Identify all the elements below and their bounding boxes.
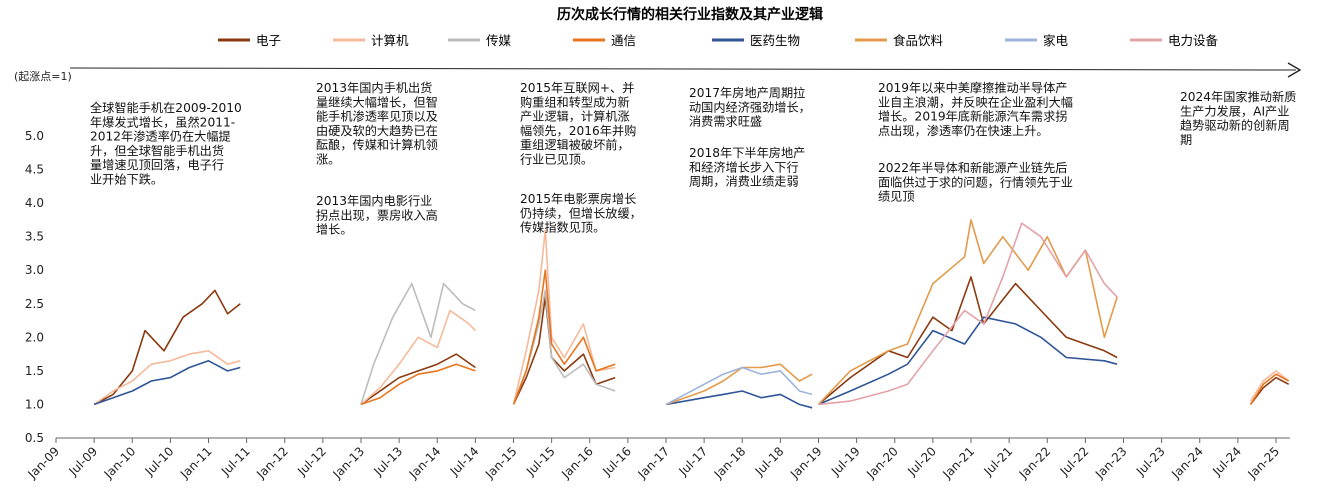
- x-tick-label: Jan-12: [253, 444, 291, 482]
- y-tick-label: 2.0: [25, 330, 44, 344]
- y-tick-label: 2.5: [25, 297, 44, 311]
- series-line: [93, 349, 241, 406]
- x-tick-label: Jan-16: [558, 444, 596, 482]
- y-tick-label: 0.5: [25, 431, 44, 445]
- series-line: [360, 309, 476, 406]
- legend-label: 传媒: [486, 33, 512, 48]
- x-tick-label: Jan-09: [25, 444, 63, 482]
- x-tick-label: Jul-18: [752, 444, 787, 479]
- legend-label: 家电: [1043, 33, 1069, 48]
- series-line: [512, 296, 616, 405]
- legend: 电子 计算机 传媒 通信 医药生物 食品饮料 家电 电力设备: [218, 33, 1219, 48]
- timeline-arrow: [69, 62, 1302, 78]
- x-tick-label: Jul-15: [523, 444, 558, 479]
- legend-label: 医药生物: [750, 33, 800, 48]
- annotation-2022: 2022年半导体和新能源产业链先后面临供过于求的问题，行情领先于业绩见顶: [878, 160, 1073, 204]
- annotation-2024: 2024年国家推动新质生产力发展，AI产业趋势驱动新的创新周期: [1180, 89, 1296, 147]
- annotations: 全球智能手机在2009-2010 年爆发式增长，虽然2011-2012年渗透率仍在…: [90, 80, 1296, 237]
- y-tick-label: 3.5: [25, 230, 44, 244]
- x-tick-label: Jul-21: [981, 444, 1016, 479]
- series-line: [818, 222, 1118, 406]
- x-tick-label: Jul-14: [447, 444, 482, 479]
- x-tick-label: Jan-22: [1016, 444, 1054, 482]
- series-line: [512, 269, 616, 405]
- series-line: [665, 390, 813, 409]
- legend-label: 食品饮料: [893, 33, 944, 48]
- x-tick-label: Jan-21: [940, 444, 978, 482]
- series-line: [360, 282, 476, 405]
- x-tick-label: Jan-24: [1168, 444, 1206, 482]
- annotation-2009: 全球智能手机在2009-2010 年爆发式增长，虽然2011-2012年渗透率仍在…: [90, 100, 242, 187]
- x-tick-label: Jul-09: [66, 444, 101, 479]
- series-line: [93, 359, 241, 406]
- x-tick-label: Jul-23: [1133, 444, 1168, 479]
- x-tick-label: Jul-22: [1057, 444, 1092, 479]
- x-tick-label: Jan-20: [863, 444, 901, 482]
- x-tick-label: Jan-14: [406, 444, 444, 482]
- x-tick-label: Jul-11: [218, 444, 253, 479]
- x-tick-label: Jul-20: [904, 444, 939, 479]
- annotation-2019: 2019年以来中美摩擦推动半导体产业自主浪潮，并反映在企业盈利大幅增长。2019…: [878, 80, 1073, 138]
- x-tick-label: Jul-12: [294, 444, 329, 479]
- x-tick-label: Jan-13: [330, 444, 368, 482]
- legend-label: 电力设备: [1168, 33, 1219, 48]
- y-tick-label: 4.5: [25, 163, 44, 177]
- x-tick-label: Jan-11: [177, 444, 215, 482]
- x-tick-label: Jul-17: [676, 444, 711, 479]
- annotation-2015-film: 2015年电影票房增长仍持续，但增长放缓，传媒指数见顶。: [520, 191, 642, 235]
- x-tick-label: Jul-13: [371, 444, 406, 479]
- y-tick-label: 5.0: [25, 129, 44, 143]
- series-line: [665, 366, 813, 406]
- x-axis: Jan-09 Jul-09 Jan-10 Jul-10 Jan-11 Jul-11 Jan-…: [25, 438, 1283, 482]
- annotation-2017: 2017年房地产周期拉动国内经济强劲增长，消费需求旺盛: [689, 85, 811, 129]
- x-tick-label: Jan-19: [787, 444, 825, 482]
- series-line: [665, 363, 813, 406]
- y-tick-label: 1.0: [25, 397, 44, 411]
- y-axis-unit-label: (起涨点=1): [14, 70, 72, 83]
- y-tick-label: 4.0: [25, 196, 44, 210]
- plot-area: [93, 219, 1290, 409]
- x-tick-label: Jan-18: [711, 444, 749, 482]
- x-tick-label: Jan-17: [635, 444, 673, 482]
- series-line: [1249, 370, 1290, 402]
- y-axis: 5.0 4.5 4.0 3.5 3.0 2.5 2.0 1.5 1.0 0.5: [25, 129, 44, 445]
- x-tick-label: Jan-10: [101, 444, 139, 482]
- legend-label: 电子: [256, 33, 281, 48]
- series-line: [93, 289, 241, 406]
- annotation-2015-internet: 2015年互联网+、并购重组和转型成为新产业逻辑，计算机涨幅领先，2016年并购…: [520, 81, 636, 167]
- x-tick-label: Jul-24: [1209, 444, 1244, 479]
- y-tick-label: 1.5: [25, 364, 44, 378]
- x-tick-label: Jul-19: [828, 444, 863, 479]
- annotation-2013-phone: 2013年国内手机出货量继续大幅增长，但智能手机渗透率见顶以及由硬及软的大趋势已…: [316, 80, 438, 167]
- series-line: [1249, 373, 1290, 405]
- x-tick-label: Jul-16: [599, 444, 634, 479]
- series-line: [818, 316, 1118, 406]
- x-tick-label: Jan-15: [482, 444, 520, 482]
- chart-title: 历次成长行情的相关行业指数及其产业逻辑: [557, 6, 823, 23]
- series-line: [512, 289, 616, 405]
- x-tick-label: Jan-23: [1092, 444, 1130, 482]
- series-line: [360, 353, 476, 406]
- y-tick-label: 3.0: [25, 263, 44, 277]
- x-tick-label: Jan-25: [1245, 444, 1283, 482]
- legend-label: 通信: [611, 33, 636, 48]
- annotation-2013-film: 2013年国内电影行业拐点出现，票房收入高增长。: [316, 194, 438, 237]
- annotation-2018: 2018年下半年房地产和经济增长步入下行周期，消费业绩走弱: [689, 145, 805, 189]
- x-tick-label: Jul-10: [142, 444, 177, 479]
- series-line: [1249, 376, 1290, 405]
- legend-label: 计算机: [371, 33, 409, 48]
- series-line: [360, 363, 476, 406]
